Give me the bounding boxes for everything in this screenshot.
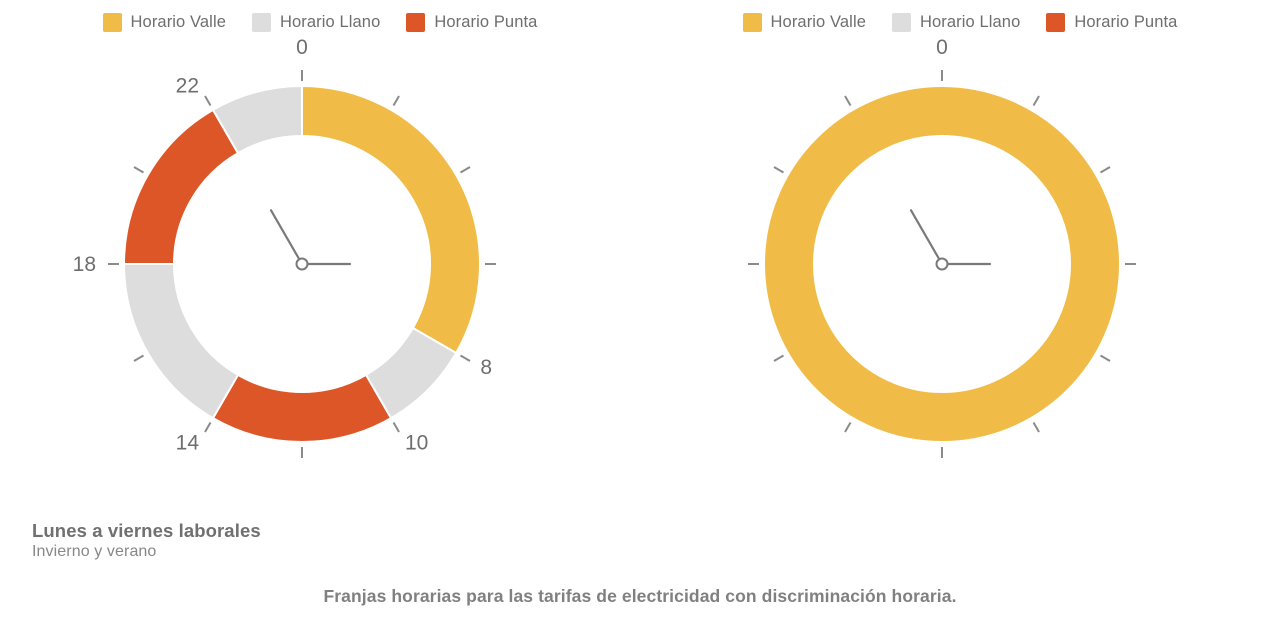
axis-tick-weekends-14 bbox=[844, 421, 852, 433]
donut-segment-weekdays-2[interactable] bbox=[211, 373, 393, 443]
legend-label-punta-2: Horario Punta bbox=[1074, 12, 1178, 31]
axis-tick-weekends-20 bbox=[773, 166, 785, 174]
axis-tick-weekends-22 bbox=[844, 95, 852, 107]
axis-tick-weekdays-22 bbox=[204, 95, 212, 107]
legend-item-valle[interactable]: Horario Valle bbox=[102, 12, 226, 32]
panels-container: Horario Valle Horario Llano Horario Punt… bbox=[0, 0, 1280, 570]
donut-segment-weekends-0[interactable] bbox=[762, 85, 1122, 443]
caption-subtitle-weekdays: Invierno y verano bbox=[32, 543, 157, 561]
axis-label-weekdays-22: 22 bbox=[176, 75, 199, 98]
donut-chart-weekdays: 0 8 10 14 18 22 bbox=[0, 36, 640, 488]
axis-tick-weekends-10 bbox=[1032, 421, 1040, 433]
caption-title-weekdays: Lunes a viernes laborales bbox=[32, 520, 261, 542]
axis-tick-weekends-2 bbox=[1032, 95, 1040, 107]
axis-tick-weekdays-16 bbox=[133, 354, 145, 362]
legend-swatch-valle-icon-2 bbox=[742, 12, 762, 32]
legend-weekends: Horario Valle Horario Llano Horario Punt… bbox=[640, 0, 1280, 36]
legend-swatch-llano-icon-2 bbox=[891, 12, 911, 32]
legend-item-llano[interactable]: Horario Llano bbox=[251, 12, 381, 32]
donut-segment-weekdays-5[interactable] bbox=[211, 84, 303, 155]
legend-label-valle: Horario Valle bbox=[130, 12, 226, 31]
clock-hour-hand-weekends bbox=[909, 209, 944, 266]
axis-label-weekends-0: 0 bbox=[936, 36, 948, 59]
axis-label-weekdays-0: 0 bbox=[296, 36, 308, 59]
clock-hour-hand-weekdays bbox=[269, 209, 304, 266]
donut-chart-weekends: 0 bbox=[640, 36, 1280, 488]
legend-label-llano-2: Horario Llano bbox=[919, 12, 1021, 31]
legend-label-llano: Horario Llano bbox=[279, 12, 381, 31]
legend-swatch-punta-icon bbox=[406, 12, 426, 32]
donut-segment-weekdays-3[interactable] bbox=[122, 263, 240, 420]
axis-tick-weekdays-20 bbox=[133, 166, 145, 174]
axis-tick-weekdays-14 bbox=[204, 421, 212, 433]
legend-label-valle-2: Horario Valle bbox=[770, 12, 866, 31]
panel-weekdays: Horario Valle Horario Llano Horario Punt… bbox=[0, 0, 640, 570]
axis-label-weekdays-8: 8 bbox=[480, 356, 492, 379]
legend-weekdays: Horario Valle Horario Llano Horario Punt… bbox=[0, 0, 640, 36]
donut-svg-weekends: 0 bbox=[748, 36, 1136, 458]
axis-tick-weekends-4 bbox=[1099, 166, 1111, 174]
clock-center-pivot-weekdays bbox=[295, 257, 309, 271]
axis-label-weekdays-14: 14 bbox=[176, 431, 200, 454]
legend-item-llano-2[interactable]: Horario Llano bbox=[891, 12, 1021, 32]
footer-caption-bar: Franjas horarias para las tarifas de ele… bbox=[0, 570, 1280, 622]
axis-label-weekdays-18: 18 bbox=[73, 253, 96, 276]
panel-weekends: Horario Valle Horario Llano Horario Punt… bbox=[640, 0, 1280, 570]
legend-swatch-punta-icon-2 bbox=[1046, 12, 1066, 32]
legend-item-punta-2[interactable]: Horario Punta bbox=[1046, 12, 1178, 32]
axis-tick-weekdays-10 bbox=[392, 421, 400, 433]
axis-tick-weekdays-2 bbox=[392, 95, 400, 107]
axis-tick-weekends-8 bbox=[1099, 354, 1111, 362]
axis-tick-weekends-16 bbox=[773, 354, 785, 362]
footer-caption: Franjas horarias para las tarifas de ele… bbox=[323, 585, 957, 606]
legend-swatch-valle-icon bbox=[102, 12, 122, 32]
donut-svg-weekdays: 0 8 10 14 18 22 bbox=[73, 36, 496, 458]
legend-item-punta[interactable]: Horario Punta bbox=[406, 12, 538, 32]
axis-tick-weekdays-8 bbox=[459, 354, 471, 362]
axis-tick-weekdays-4 bbox=[459, 166, 471, 174]
caption-weekdays: Lunes a viernes laborales Invierno y ver… bbox=[32, 520, 261, 562]
axis-label-weekdays-10: 10 bbox=[405, 431, 428, 454]
donut-segment-weekdays-0[interactable] bbox=[301, 84, 481, 355]
donut-segment-weekdays-4[interactable] bbox=[122, 108, 240, 265]
legend-swatch-llano-icon bbox=[251, 12, 271, 32]
legend-item-valle-2[interactable]: Horario Valle bbox=[742, 12, 866, 32]
clock-center-pivot-weekends bbox=[935, 257, 949, 271]
legend-label-punta: Horario Punta bbox=[434, 12, 538, 31]
